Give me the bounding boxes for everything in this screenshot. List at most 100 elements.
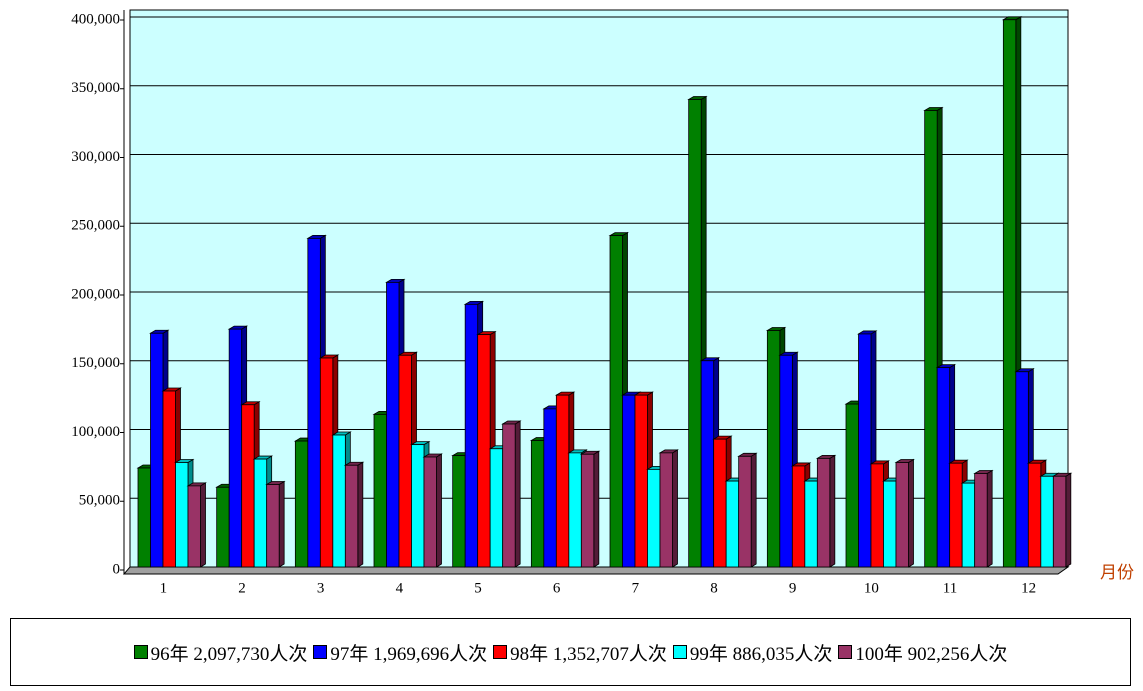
x-tick-label: 12 (1021, 580, 1036, 596)
bar (1040, 475, 1054, 568)
x-tick-label: 5 (474, 580, 482, 596)
bar-side (200, 482, 206, 568)
bar-side (1065, 472, 1072, 568)
x-tick-label: 9 (789, 580, 797, 596)
legend-label: 96年 2,097,730人次 (150, 643, 308, 665)
bar-side (278, 480, 285, 568)
bar (961, 482, 976, 568)
bar (530, 440, 545, 568)
bar-side (436, 453, 442, 568)
bar (725, 480, 740, 568)
bar (452, 455, 466, 568)
legend-swatch (313, 645, 328, 659)
x-axis-label: 月份 (1100, 563, 1134, 582)
bar (659, 452, 673, 568)
x-tick-label: 1 (160, 580, 168, 596)
bar (974, 473, 988, 568)
y-tick-label: 400,000 (71, 11, 120, 27)
x-tick-label: 2 (238, 580, 246, 596)
bar (713, 438, 727, 568)
y-tick-label: 50,000 (79, 493, 120, 509)
bar (936, 367, 951, 568)
legend-item: 100年 902,256人次 (838, 639, 1007, 666)
x-tick-label: 10 (864, 580, 879, 596)
bar (845, 403, 859, 568)
bar-side (829, 454, 836, 568)
bar (688, 99, 702, 568)
y-tick-label: 200,000 (71, 286, 120, 302)
bar (294, 440, 309, 568)
bar-side (750, 452, 757, 568)
legend-label: 98年 1,352,707人次 (510, 643, 667, 665)
bar (489, 448, 504, 568)
x-tick-label: 8 (710, 580, 718, 596)
legend-label: 99年 886,035人次 (689, 643, 833, 665)
bar (266, 484, 280, 568)
bar (870, 463, 884, 568)
x-tick-label: 11 (943, 580, 957, 596)
bar (568, 452, 582, 568)
bar (319, 357, 334, 568)
x-tick-label: 6 (553, 580, 561, 596)
bar (162, 390, 176, 568)
legend-label: 100年 902,256人次 (855, 643, 1008, 665)
bar (1027, 462, 1042, 568)
bar (398, 354, 412, 568)
bar (477, 334, 491, 568)
bar (766, 330, 781, 568)
legend-item: 98年 1,352,707人次 (493, 639, 667, 666)
legend-item: 97年 1,969,696人次 (313, 639, 487, 666)
bar (1052, 475, 1067, 568)
bar (253, 458, 268, 568)
bar (924, 110, 938, 568)
bar (216, 486, 230, 568)
bar-side (593, 450, 600, 568)
bar (1002, 19, 1017, 568)
legend-swatch (838, 645, 853, 659)
y-tick-label: 250,000 (71, 218, 120, 234)
bar (895, 462, 909, 568)
bar (502, 423, 516, 568)
x-tick-label: 7 (632, 580, 640, 596)
bar (1015, 371, 1029, 568)
bar (241, 404, 255, 568)
y-tick-label: 150,000 (71, 355, 120, 371)
bar (700, 360, 715, 568)
y-tick-label: 350,000 (71, 80, 120, 96)
y-tick-label: 100,000 (71, 424, 120, 440)
bar (137, 467, 151, 568)
bar (634, 394, 648, 568)
bar (816, 457, 831, 568)
legend-swatch (493, 645, 508, 659)
bar (609, 235, 623, 568)
legend-label: 97年 1,969,696人次 (330, 643, 488, 665)
bar-side (357, 461, 364, 568)
legend: 96年 2,097,730人次 97年 1,969,696人次 98年 1,352,… (10, 618, 1131, 686)
x-tick-label: 4 (396, 580, 404, 596)
bar-side (908, 458, 914, 568)
chart: 月份 0 50,000 100,000 150,000 200,000 250,000 30… (71, 9, 1134, 596)
bar (622, 394, 636, 568)
bar (779, 354, 793, 568)
bar (883, 480, 897, 568)
bar-side (514, 420, 521, 568)
bar (949, 462, 963, 568)
bar (307, 237, 321, 568)
bar-side (986, 469, 993, 568)
y-tick-label: 300,000 (71, 149, 120, 165)
legend-swatch (672, 645, 687, 659)
bar (804, 480, 818, 568)
bar (344, 464, 359, 568)
bar (555, 394, 570, 568)
bar (228, 328, 243, 568)
floor (122, 566, 1070, 575)
bar (411, 444, 425, 568)
bar (464, 303, 479, 568)
bar (386, 281, 400, 568)
bar (150, 332, 164, 568)
legend-item: 99年 886,035人次 (672, 639, 833, 666)
bar (332, 434, 346, 568)
bar (791, 465, 806, 568)
bar (858, 333, 872, 568)
